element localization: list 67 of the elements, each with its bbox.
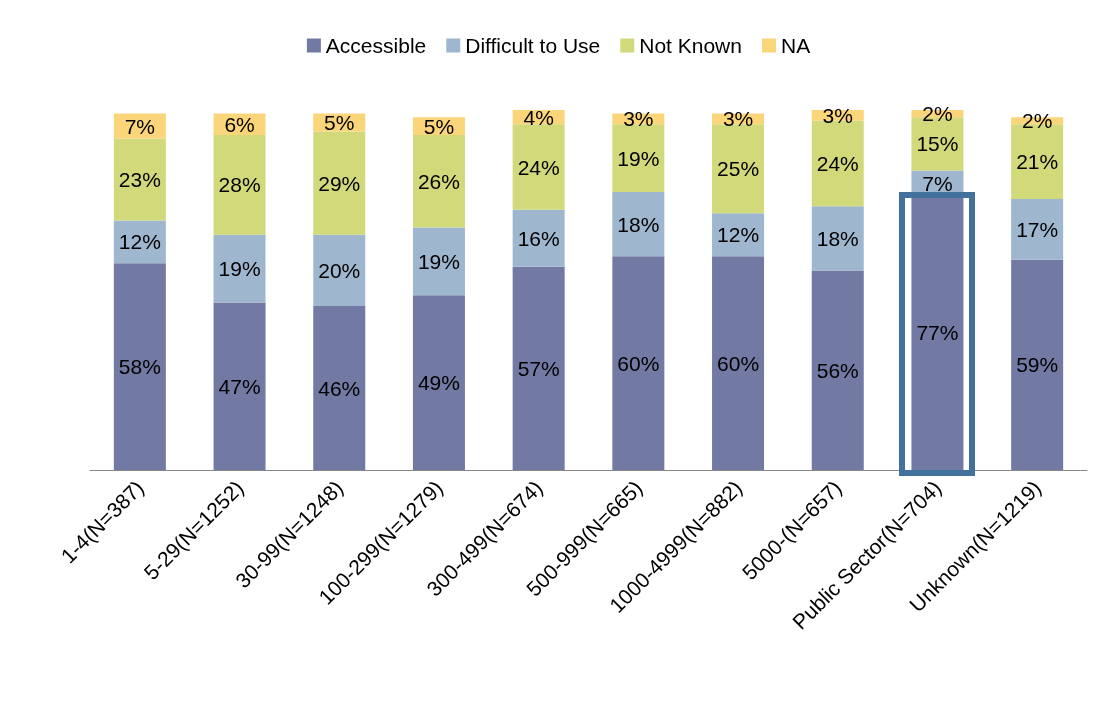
- bar: [213, 134, 266, 235]
- bar: [412, 227, 465, 296]
- bar: [512, 266, 565, 470]
- data-label: 29%: [318, 171, 361, 195]
- data-label: 23%: [118, 168, 161, 192]
- data-label: 12%: [717, 223, 760, 247]
- bar: [313, 306, 366, 470]
- bar: [612, 256, 665, 470]
- data-label: 6%: [224, 112, 255, 136]
- legend-label: Accessible: [325, 34, 427, 57]
- data-label: 2%: [1021, 109, 1053, 133]
- data-label: 3%: [722, 107, 754, 131]
- bar: [213, 302, 266, 470]
- data-label: 17%: [1016, 217, 1059, 241]
- bar: [1011, 259, 1064, 470]
- data-label: 19%: [617, 146, 660, 170]
- legend-label: Not Known: [639, 34, 742, 57]
- bar: [712, 124, 765, 214]
- bar: [811, 206, 864, 271]
- data-label: 5%: [324, 110, 355, 134]
- data-label: 21%: [1016, 150, 1059, 174]
- data-label: 4%: [523, 105, 554, 129]
- data-label: 19%: [218, 257, 261, 281]
- data-label: 3%: [822, 103, 853, 127]
- bar: [113, 263, 166, 470]
- bar: [512, 209, 565, 267]
- legend-label: NA: [780, 34, 811, 57]
- bar: [412, 295, 465, 470]
- data-label: 7%: [922, 171, 953, 195]
- data-label: 59%: [1016, 353, 1059, 377]
- data-label: 3%: [623, 107, 654, 131]
- data-label: 24%: [517, 155, 560, 179]
- bar: [712, 256, 765, 470]
- bar: [811, 270, 864, 470]
- bar: [113, 138, 166, 221]
- bar: [612, 124, 665, 192]
- data-label: 24%: [816, 151, 859, 175]
- data-label: 49%: [417, 371, 460, 395]
- bar: [412, 134, 465, 228]
- bar: [1011, 199, 1064, 260]
- data-label: 58%: [118, 355, 161, 379]
- bar: [313, 234, 366, 307]
- data-label: 15%: [916, 132, 959, 156]
- data-label: 56%: [816, 358, 859, 382]
- data-label: 7%: [124, 114, 156, 138]
- bar: [512, 124, 565, 210]
- data-label: 60%: [717, 351, 760, 375]
- data-label: 16%: [517, 226, 560, 250]
- data-label: 57%: [517, 356, 560, 380]
- data-label: 26%: [417, 169, 460, 193]
- bar: [313, 131, 366, 235]
- data-label: 25%: [717, 157, 760, 181]
- data-label: 46%: [318, 376, 361, 400]
- bar: [213, 234, 266, 303]
- data-label: 77%: [916, 321, 959, 345]
- data-label: 18%: [617, 212, 660, 236]
- data-label: 19%: [417, 249, 460, 273]
- data-label: 20%: [318, 258, 361, 282]
- data-label: 18%: [816, 226, 859, 250]
- data-label: 28%: [218, 173, 261, 197]
- legend-label: Difficult to Use: [465, 34, 601, 57]
- data-label: 47%: [218, 374, 261, 398]
- data-label: 12%: [118, 230, 161, 254]
- data-label: 60%: [617, 351, 660, 375]
- data-label: 2%: [922, 102, 953, 126]
- bar: [612, 191, 665, 257]
- data-label: 5%: [423, 114, 455, 138]
